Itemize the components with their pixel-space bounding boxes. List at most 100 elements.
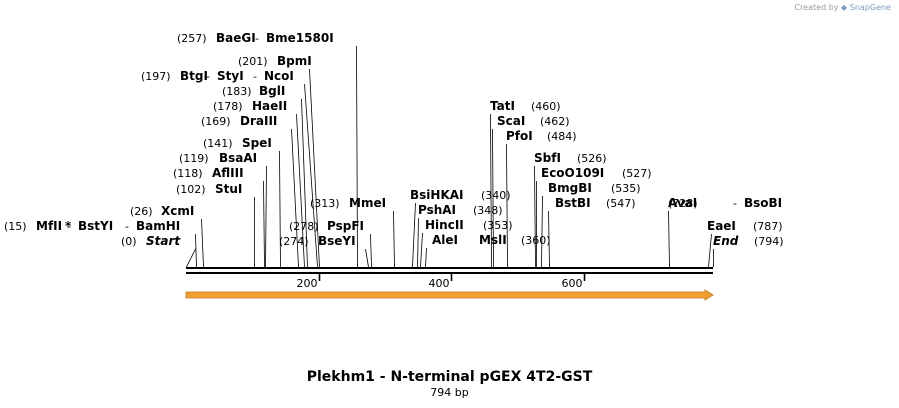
site-name[interactable]: BpmI (277, 54, 312, 68)
site-name[interactable]: MmeI (349, 196, 386, 210)
leader-line (296, 113, 305, 268)
leader-line (304, 83, 318, 268)
site-position: (484) (547, 130, 577, 143)
site-name[interactable]: StuI (215, 182, 242, 196)
site-name[interactable]: PspFI (327, 219, 364, 233)
leader-line (195, 233, 197, 268)
site-name[interactable]: StyI (217, 69, 244, 83)
site-name[interactable]: HaeII (252, 99, 287, 113)
leader-line (201, 218, 204, 268)
site-label-mfii: (15) MfII *- BstYI - BamHI (4, 219, 180, 233)
leader-line (548, 210, 550, 268)
enzyme-separator: - (206, 70, 210, 83)
map-title: Plekhm1 - N-terminal pGEX 4T2-GST (306, 369, 593, 385)
site-position: (787) (753, 220, 783, 233)
site-name[interactable]: AvaI (668, 196, 697, 210)
site-position: (794) (754, 235, 784, 248)
enzyme-separator: - (253, 70, 257, 83)
site-name[interactable]: Bme1580I (266, 31, 334, 45)
site-name[interactable]: XcmI (161, 204, 194, 218)
site-label-hincii: (353) HincII (425, 218, 513, 232)
site-name[interactable]: DraIII (240, 114, 277, 128)
site-position: (169) (201, 115, 231, 128)
site-position: (547) (606, 197, 636, 210)
site-name[interactable]: PshAI (418, 203, 456, 217)
map-length: 794 bp (430, 386, 469, 399)
site-name[interactable]: Start (146, 234, 181, 248)
site-name[interactable]: BmgBI (548, 181, 592, 195)
site-label-avai: AvaI - BsoBI (728) (668, 196, 782, 210)
leader-lines (186, 45, 714, 268)
site-position: (183) (222, 85, 252, 98)
leader-line (490, 113, 492, 268)
leader-line (492, 128, 494, 268)
leader-line (541, 195, 543, 268)
site-position: (102) (176, 183, 206, 196)
site-position: (257) (177, 32, 207, 45)
dna-backbone (186, 267, 713, 274)
site-name[interactable]: AflIII (212, 166, 244, 180)
site-name[interactable]: BsaAI (219, 151, 257, 165)
site-position: (527) (622, 167, 652, 180)
site-name[interactable]: MfII (36, 219, 62, 233)
site-position: (460) (531, 100, 561, 113)
site-label-bseyi: (274) BseYI (279, 234, 356, 248)
enzyme-separator: - (255, 32, 259, 45)
site-label-pshai: (348) PshAI (418, 203, 503, 217)
site-position: (26) (130, 205, 153, 218)
site-labels: (0) Start(15) MfII *- BstYI - BamHI(26) XcmI (10… (4, 31, 784, 248)
site-name[interactable]: BstBI (555, 196, 591, 210)
site-name[interactable]: MslI (479, 233, 507, 247)
site-position: (178) (213, 100, 243, 113)
site-name[interactable]: BsoBI (744, 196, 782, 210)
site-name[interactable]: AleI (432, 233, 458, 247)
site-name[interactable]: End (713, 234, 739, 248)
site-name[interactable]: PfoI (506, 129, 533, 143)
leader-line (393, 210, 395, 268)
site-label-spei: (141) SpeI (203, 136, 272, 150)
site-label-bstbi: (547) BstBI (555, 196, 636, 210)
site-label-bpmi: (201) BpmI (238, 54, 312, 68)
site-label-afliii: (118) AflIII (173, 166, 244, 180)
site-label-alei: AleI (360) MslI (432, 233, 551, 247)
feature-arrows (185, 289, 714, 301)
leader-line (301, 98, 308, 268)
site-name[interactable]: BtgI (180, 69, 208, 83)
leader-line (279, 150, 281, 268)
site-name[interactable]: NcoI (264, 69, 294, 83)
site-label-sbfi: (526) SbfI (534, 151, 607, 165)
site-label-baegi: (257) BaeGI - Bme1580I (177, 31, 334, 45)
site-name[interactable]: HincII (425, 218, 464, 232)
site-name[interactable]: BaeGI (216, 31, 256, 45)
leader-line (365, 248, 369, 268)
site-label-tati: (460) TatI (490, 99, 561, 113)
site-name[interactable]: BsiHKAI (410, 188, 464, 202)
site-name[interactable]: SbfI (534, 151, 561, 165)
site-name[interactable]: EaeI (707, 219, 736, 233)
site-label-haeii: (178) HaeII (213, 99, 287, 113)
site-position: (360) (521, 234, 551, 247)
site-label-btgi: (197) BtgI- StyI - NcoI (141, 69, 294, 83)
credit-prefix: Created by (794, 3, 839, 12)
site-label-start: (0) Start (121, 234, 181, 248)
site-name[interactable]: BamHI (136, 219, 180, 233)
enzyme-separator: - (125, 220, 129, 233)
site-position: (340) (481, 189, 511, 202)
site-name[interactable]: BseYI (318, 234, 356, 248)
site-name[interactable]: EcoO109I (541, 166, 604, 180)
site-label-bgli: (183) BglI (222, 84, 285, 98)
site-label-pspfi: (278) PspFI (289, 219, 364, 233)
site-name[interactable]: SpeI (242, 136, 272, 150)
site-name[interactable]: BstYI (78, 219, 113, 233)
leader-line (534, 165, 536, 268)
site-position: (0) (121, 235, 137, 248)
ruler-tick-label: 400 (429, 277, 450, 290)
site-position: (348) (473, 204, 503, 217)
feature-arrow[interactable] (185, 289, 714, 301)
site-position: (141) (203, 137, 233, 150)
site-name[interactable]: ScaI (497, 114, 525, 128)
site-name[interactable]: BglI (259, 84, 285, 98)
site-position: (526) (577, 152, 607, 165)
site-position: (353) (483, 219, 513, 232)
site-name[interactable]: TatI (490, 99, 515, 113)
